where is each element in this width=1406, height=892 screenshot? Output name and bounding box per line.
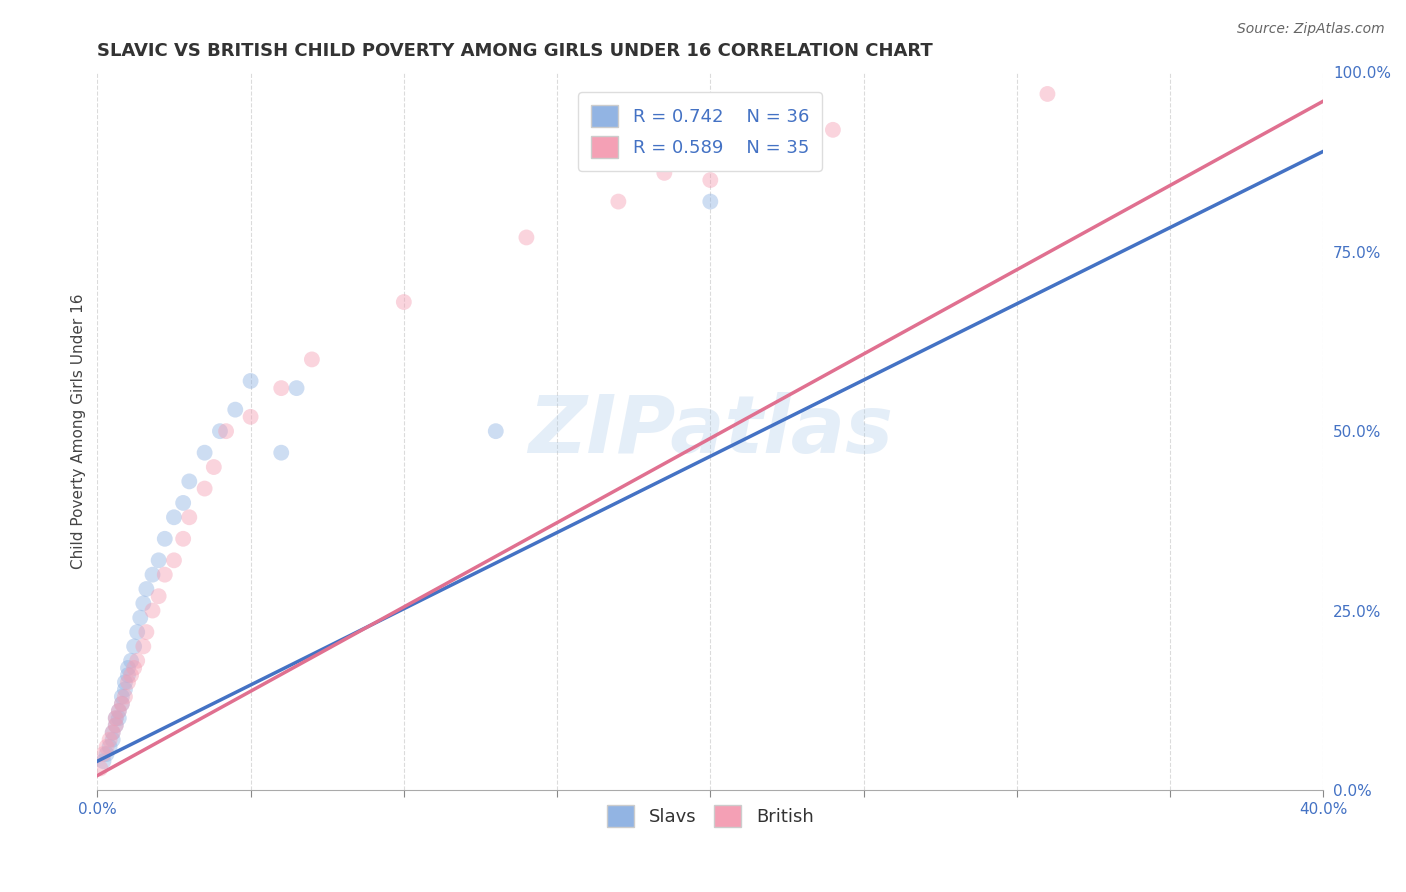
Text: ZIPatlas: ZIPatlas xyxy=(527,392,893,470)
Point xyxy=(117,668,139,682)
Point xyxy=(93,747,115,761)
Point xyxy=(163,510,186,524)
Point xyxy=(239,409,262,424)
Point xyxy=(148,553,170,567)
Point xyxy=(153,567,176,582)
Point xyxy=(111,697,134,711)
Point xyxy=(194,482,217,496)
Point xyxy=(117,661,139,675)
Point xyxy=(141,567,163,582)
Point xyxy=(122,661,145,675)
Point xyxy=(224,402,246,417)
Point xyxy=(172,496,194,510)
Point xyxy=(107,704,129,718)
Point xyxy=(107,711,129,725)
Point xyxy=(607,194,630,209)
Point xyxy=(194,446,217,460)
Point xyxy=(120,668,142,682)
Point xyxy=(129,611,152,625)
Point xyxy=(135,625,157,640)
Point xyxy=(141,603,163,617)
Point xyxy=(792,137,814,152)
Point xyxy=(163,553,186,567)
Point xyxy=(270,446,292,460)
Point xyxy=(98,732,121,747)
Point xyxy=(654,166,676,180)
Point xyxy=(114,675,136,690)
Point xyxy=(1036,87,1059,101)
Legend: Slavs, British: Slavs, British xyxy=(600,798,821,835)
Point xyxy=(122,640,145,654)
Point xyxy=(699,194,721,209)
Point xyxy=(104,711,127,725)
Point xyxy=(114,682,136,697)
Y-axis label: Child Poverty Among Girls Under 16: Child Poverty Among Girls Under 16 xyxy=(72,293,86,569)
Point xyxy=(515,230,537,244)
Point xyxy=(153,532,176,546)
Point xyxy=(101,725,124,739)
Point xyxy=(104,718,127,732)
Point xyxy=(179,510,201,524)
Point xyxy=(89,761,111,775)
Point xyxy=(392,295,415,310)
Point xyxy=(239,374,262,388)
Point xyxy=(127,625,149,640)
Point xyxy=(202,460,225,475)
Point xyxy=(96,747,118,761)
Point xyxy=(104,718,127,732)
Point xyxy=(179,475,201,489)
Point xyxy=(96,739,118,754)
Point xyxy=(101,732,124,747)
Point xyxy=(120,654,142,668)
Text: SLAVIC VS BRITISH CHILD POVERTY AMONG GIRLS UNDER 16 CORRELATION CHART: SLAVIC VS BRITISH CHILD POVERTY AMONG GI… xyxy=(97,42,934,60)
Point xyxy=(111,697,134,711)
Point xyxy=(270,381,292,395)
Point xyxy=(135,582,157,596)
Point xyxy=(485,424,508,438)
Point xyxy=(821,123,844,137)
Point xyxy=(215,424,238,438)
Point xyxy=(98,739,121,754)
Point xyxy=(208,424,231,438)
Point xyxy=(148,589,170,603)
Point xyxy=(107,704,129,718)
Point xyxy=(93,754,115,768)
Point xyxy=(111,690,134,704)
Point xyxy=(301,352,323,367)
Point xyxy=(127,654,149,668)
Point xyxy=(114,690,136,704)
Point xyxy=(172,532,194,546)
Text: Source: ZipAtlas.com: Source: ZipAtlas.com xyxy=(1237,22,1385,37)
Point xyxy=(132,640,155,654)
Point xyxy=(101,725,124,739)
Point xyxy=(104,711,127,725)
Point xyxy=(117,675,139,690)
Point xyxy=(699,173,721,187)
Point xyxy=(285,381,308,395)
Point xyxy=(132,596,155,610)
